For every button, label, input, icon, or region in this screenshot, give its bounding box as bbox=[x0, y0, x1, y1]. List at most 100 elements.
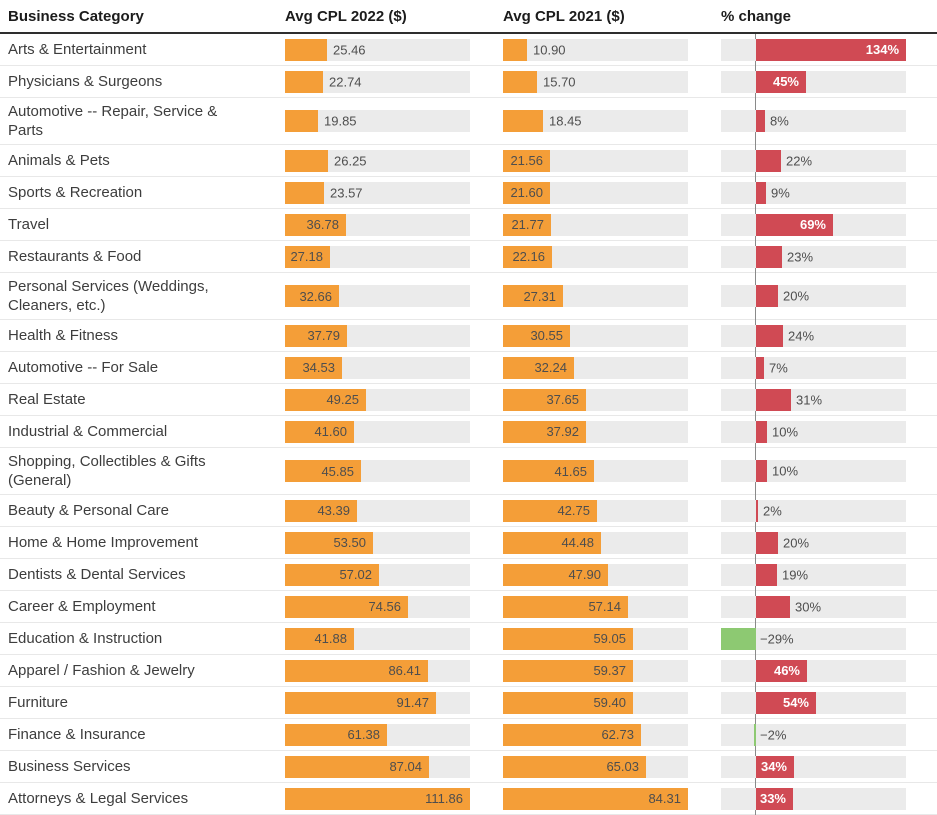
pct-change-bar: 34% bbox=[756, 755, 794, 778]
cpl-2021-track: 62.73 bbox=[503, 723, 688, 746]
pct-change-bar: 69% bbox=[756, 213, 833, 236]
cpl-2021-value: 22.16 bbox=[512, 249, 545, 264]
pct-change-value: 23% bbox=[787, 249, 814, 264]
pct-change-track: 8% bbox=[721, 110, 906, 132]
cpl-2022-bar: 53.50 bbox=[285, 531, 373, 554]
cpl-2022-track: 19.85 bbox=[285, 110, 470, 132]
cpl-2022-cell: 45.85 bbox=[285, 460, 503, 482]
pct-change-bar bbox=[754, 723, 756, 746]
pct-change-value: 45% bbox=[772, 74, 799, 89]
cpl-2021-track: 21.56 bbox=[503, 149, 688, 172]
pct-change-value: 10% bbox=[772, 463, 799, 479]
cpl-2022-value: 27.18 bbox=[290, 249, 323, 264]
category-label: Physicians & Surgeons bbox=[8, 73, 163, 90]
pct-change-cell: 134% bbox=[721, 38, 937, 61]
category-label: Finance & Insurance bbox=[8, 726, 146, 743]
cpl-2021-value: 10.90 bbox=[533, 42, 566, 57]
table-row: Physicians & Surgeons 22.74 15.70 45% bbox=[0, 66, 937, 98]
pct-change-track: 45% bbox=[721, 70, 906, 93]
pct-change-value: 19% bbox=[782, 567, 809, 582]
pct-change-cell: 8% bbox=[721, 110, 937, 132]
category-label: Career & Employment bbox=[8, 598, 156, 615]
category-cell: Sports & Recreation bbox=[0, 179, 285, 206]
category-label: Industrial & Commercial bbox=[8, 423, 168, 440]
table-row: Attorneys & Legal Services 111.86 84.31 33% bbox=[0, 783, 937, 815]
cpl-2022-value: 36.78 bbox=[306, 217, 339, 232]
cpl-2022-value: 49.25 bbox=[326, 392, 359, 407]
cpl-2021-value: 41.65 bbox=[554, 463, 587, 479]
pct-change-value: 20% bbox=[783, 535, 810, 550]
col-header-pct-change: % change bbox=[721, 7, 792, 25]
category-label: Health & Fitness bbox=[8, 327, 119, 344]
cpl-2021-bar: 42.75 bbox=[503, 499, 597, 522]
cpl-2021-track: 30.55 bbox=[503, 324, 688, 347]
pct-change-track: 20% bbox=[721, 285, 906, 307]
cpl-2022-bar: 61.38 bbox=[285, 723, 387, 746]
cpl-2021-cell: 27.31 bbox=[503, 285, 721, 307]
cpl-2021-cell: 47.90 bbox=[503, 563, 721, 586]
pct-change-bar: 134% bbox=[756, 38, 906, 61]
cpl-2022-bar: 36.78 bbox=[285, 213, 346, 236]
cpl-2022-track: 91.47 bbox=[285, 691, 470, 714]
cpl-2022-value: 45.85 bbox=[321, 463, 354, 479]
pct-change-value: −29% bbox=[760, 631, 794, 646]
pct-change-track: 2% bbox=[721, 499, 906, 522]
pct-change-value: −2% bbox=[760, 727, 787, 742]
cpl-2022-value: 74.56 bbox=[368, 599, 401, 614]
cpl-2022-cell: 34.53 bbox=[285, 356, 503, 379]
cpl-2021-value: 18.45 bbox=[549, 113, 582, 129]
cpl-2022-cell: 22.74 bbox=[285, 70, 503, 93]
category-cell: Dentists & Dental Services bbox=[0, 561, 285, 588]
category-cell: Shopping, Collectibles & Gifts (General) bbox=[0, 448, 285, 494]
category-label: Personal Services (Weddings, Cleaners, e… bbox=[8, 278, 209, 314]
category-cell: Automotive -- Repair, Service & Parts bbox=[0, 98, 285, 144]
cpl-2022-bar: 111.86 bbox=[285, 787, 470, 810]
cpl-2021-cell: 30.55 bbox=[503, 324, 721, 347]
cpl-2022-track: 22.74 bbox=[285, 70, 470, 93]
cpl-2022-value: 37.79 bbox=[307, 328, 340, 343]
pct-change-track: 30% bbox=[721, 595, 906, 618]
col-header-business-category: Business Category bbox=[8, 7, 144, 25]
cpl-2022-value: 41.60 bbox=[314, 424, 347, 439]
cpl-2022-cell: 36.78 bbox=[285, 213, 503, 236]
pct-change-bar bbox=[756, 356, 764, 379]
pct-change-cell: 19% bbox=[721, 563, 937, 586]
cpl-2021-value: 59.40 bbox=[593, 695, 626, 710]
pct-change-track: 19% bbox=[721, 563, 906, 586]
cpl-2022-bar: 41.88 bbox=[285, 627, 354, 650]
cpl-2021-cell: 44.48 bbox=[503, 531, 721, 554]
pct-change-bar: 33% bbox=[756, 787, 793, 810]
cpl-2022-bar: 37.79 bbox=[285, 324, 347, 347]
pct-change-value: 24% bbox=[788, 328, 815, 343]
cpl-2022-cell: 26.25 bbox=[285, 149, 503, 172]
cpl-2021-bar: 21.77 bbox=[503, 213, 551, 236]
cpl-2022-value: 86.41 bbox=[388, 663, 421, 678]
cpl-2021-bar: 27.31 bbox=[503, 285, 563, 307]
cpl-2021-cell: 59.40 bbox=[503, 691, 721, 714]
cpl-2022-track: 53.50 bbox=[285, 531, 470, 554]
cpl-2021-bar bbox=[503, 70, 537, 93]
pct-change-bar bbox=[756, 499, 758, 522]
category-label: Restaurants & Food bbox=[8, 248, 142, 265]
cpl-2022-cell: 37.79 bbox=[285, 324, 503, 347]
table-body: Arts & Entertainment 25.46 10.90 134% Physic… bbox=[0, 34, 937, 815]
category-cell: Furniture bbox=[0, 689, 285, 716]
cpl-2022-cell: 27.18 bbox=[285, 245, 503, 268]
cpl-2022-track: 36.78 bbox=[285, 213, 470, 236]
cpl-2021-bar: 22.16 bbox=[503, 245, 552, 268]
table-row: Education & Instruction 41.88 59.05 −29% bbox=[0, 623, 937, 655]
table-row: Business Services 87.04 65.03 34% bbox=[0, 751, 937, 783]
pct-change-cell: 20% bbox=[721, 531, 937, 554]
cpl-2021-bar: 37.65 bbox=[503, 388, 586, 411]
pct-change-track: 10% bbox=[721, 460, 906, 482]
pct-change-value: 69% bbox=[799, 217, 826, 232]
category-label: Beauty & Personal Care bbox=[8, 502, 169, 519]
cpl-2021-value: 30.55 bbox=[530, 328, 563, 343]
cpl-2021-cell: 21.77 bbox=[503, 213, 721, 236]
category-label: Apparel / Fashion & Jewelry bbox=[8, 662, 195, 679]
category-label: Shopping, Collectibles & Gifts (General) bbox=[8, 453, 206, 489]
cpl-2021-bar: 65.03 bbox=[503, 755, 646, 778]
table-row: Automotive -- Repair, Service & Parts 19.… bbox=[0, 98, 937, 145]
cpl-2022-cell: 57.02 bbox=[285, 563, 503, 586]
pct-change-value: 9% bbox=[771, 185, 790, 200]
